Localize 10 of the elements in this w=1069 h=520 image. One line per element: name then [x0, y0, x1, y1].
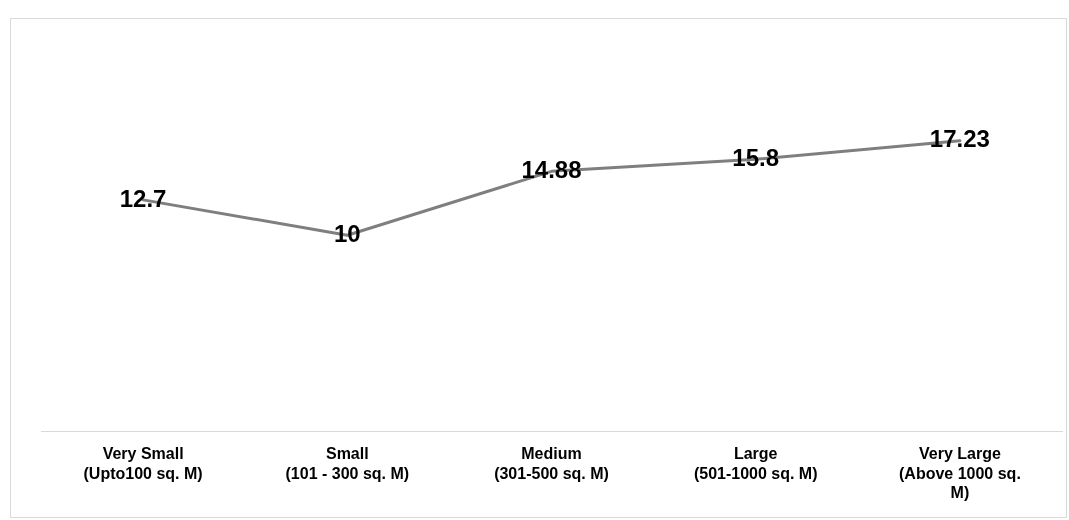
data-label: 10	[333, 219, 361, 247]
x-tick-label: Large (501-1000 sq. M)	[693, 445, 818, 482]
x-tick-label: Very Large (Above 1000 sq. M)	[898, 445, 1021, 501]
x-tick-label: Very Small (Upto100 sq. M)	[83, 445, 203, 482]
x-tick-label: Medium (301-500 sq. M)	[494, 445, 609, 482]
data-label: 17.23	[929, 125, 990, 153]
data-label: 15.8	[732, 143, 780, 171]
data-label: 14.88	[521, 155, 582, 183]
x-tick-label: Small (101 - 300 sq. M)	[285, 445, 410, 482]
data-label: 12.7	[119, 184, 167, 212]
